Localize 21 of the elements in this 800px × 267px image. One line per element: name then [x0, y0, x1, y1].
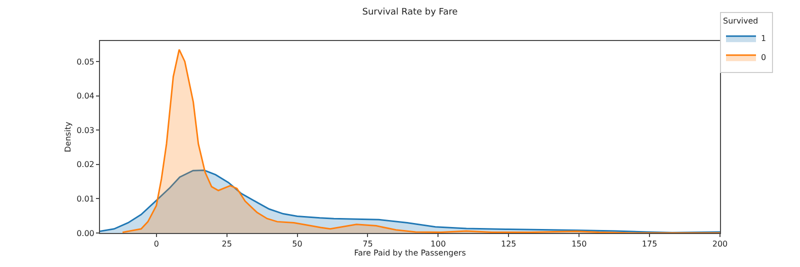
x-axis-title: Fare Paid by the Passengers [354, 248, 466, 258]
y-tick-label: 0.03 [76, 126, 94, 135]
y-tick-label: 0.05 [76, 57, 94, 66]
x-tick-label: 100 [430, 240, 446, 249]
chart-title: Survival Rate by Fare [362, 7, 458, 18]
y-axis-title: Density [63, 122, 72, 152]
y-tick-label: 0.02 [76, 160, 94, 170]
x-tick-label: 150 [571, 240, 587, 249]
y-tick-label: 0.01 [76, 194, 94, 204]
legend-label: 0 [761, 53, 766, 62]
y-tick-label: 0.00 [76, 228, 94, 238]
x-tick-label: 75 [362, 240, 373, 249]
x-tick-label: 0 [154, 240, 159, 249]
x-tick-label: 25 [222, 240, 232, 249]
x-tick-label: 125 [501, 240, 516, 249]
x-tick-label: 200 [712, 240, 728, 249]
legend-title: Survived [723, 16, 758, 26]
x-tick-label: 50 [292, 240, 302, 249]
y-tick-label: 0.04 [76, 92, 94, 101]
legend-label: 1 [761, 34, 766, 44]
x-tick-label: 175 [642, 240, 658, 249]
